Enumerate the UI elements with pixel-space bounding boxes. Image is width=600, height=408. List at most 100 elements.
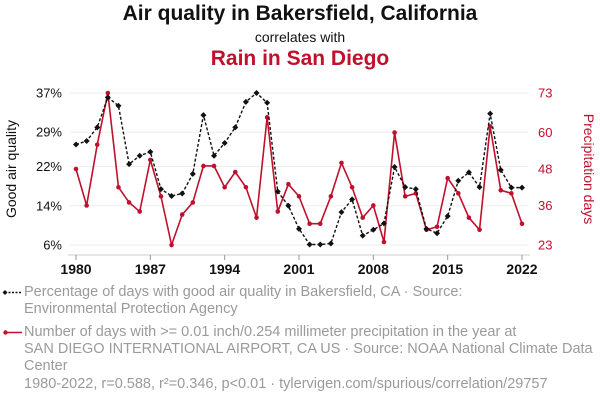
data-point-air-quality [327, 240, 334, 247]
y-tick-label-left: 14% [36, 198, 62, 213]
y-axis-label-left: Good air quality [3, 120, 19, 218]
data-point-air-quality [94, 124, 101, 131]
legend-series-1: Percentage of days with good air quality… [2, 284, 463, 318]
data-point-air-quality [136, 152, 143, 159]
data-point-precipitation [84, 203, 89, 208]
data-point-air-quality [444, 213, 451, 220]
y-tick-label-right: 60 [538, 125, 552, 140]
x-tick-label: 2022 [506, 261, 537, 277]
data-point-precipitation [232, 169, 238, 175]
data-point-precipitation [381, 239, 387, 245]
data-point-air-quality [423, 225, 430, 232]
data-point-air-quality [264, 99, 271, 106]
data-point-air-quality [211, 152, 218, 159]
data-point-precipitation [307, 221, 312, 227]
data-point-air-quality [83, 138, 90, 145]
data-point-precipitation [94, 142, 100, 147]
data-point-air-quality [147, 148, 154, 155]
data-point-air-quality [338, 209, 345, 216]
legend-line: Environmental Protection Agency [24, 301, 238, 317]
x-tick-label: 1980 [60, 261, 91, 277]
legend-line: Percentage of days with good air quality… [24, 284, 463, 300]
data-point-air-quality [232, 124, 239, 131]
data-point-precipitation [275, 209, 281, 214]
data-point-air-quality [306, 241, 313, 248]
series-line-air-quality [75, 92, 522, 246]
data-point-air-quality [434, 230, 441, 237]
solid-line-dot-icon [3, 330, 22, 335]
data-point-air-quality [221, 140, 228, 147]
data-point-precipitation [116, 184, 121, 190]
data-point-air-quality [402, 184, 409, 191]
y-tick-label-left: 22% [36, 159, 62, 174]
chart-title-2: Rain in San Diego [210, 47, 390, 70]
data-point-precipitation [190, 200, 196, 205]
x-tick-label: 2015 [432, 261, 463, 277]
data-point-precipitation [148, 157, 153, 163]
data-point-air-quality [317, 241, 324, 248]
series-line-precipitation [75, 92, 523, 248]
y-tick-label-right: 48 [538, 162, 552, 177]
x-tick-label: 2001 [283, 261, 314, 277]
data-point-precipitation [126, 200, 132, 205]
data-point-precipitation [296, 194, 302, 199]
data-point-precipitation [328, 194, 334, 199]
legend-series-2: Number of days with >= 0.01 inch/0.254 m… [3, 324, 593, 375]
data-point-air-quality [359, 232, 366, 239]
data-point-air-quality [285, 202, 292, 209]
data-point-precipitation [105, 90, 111, 96]
dashed-line-diamond-icon [2, 290, 22, 295]
data-point-air-quality [380, 220, 387, 227]
data-point-precipitation [137, 209, 143, 214]
data-point-precipitation [519, 221, 525, 227]
data-point-precipitation [222, 184, 227, 190]
data-point-precipitation [169, 242, 174, 248]
data-point-air-quality [519, 184, 525, 191]
y-tick-label-right: 73 [538, 86, 552, 101]
data-point-air-quality [200, 112, 207, 119]
data-point-air-quality [391, 164, 398, 171]
x-tick-label: 2008 [358, 261, 389, 277]
data-point-air-quality [412, 186, 419, 193]
data-point-air-quality [296, 225, 302, 232]
footer-stats: 1980-2022, r=0.588, r²=0.346, p<0.01 · t… [24, 376, 548, 392]
data-point-precipitation [243, 184, 249, 190]
data-point-precipitation [158, 194, 164, 199]
data-point-precipitation [339, 160, 344, 166]
data-point-precipitation [371, 203, 376, 208]
data-point-precipitation [477, 227, 482, 233]
data-point-precipitation [201, 163, 206, 169]
data-point-precipitation [73, 166, 79, 172]
data-point-precipitation [317, 221, 323, 227]
x-tick-label: 1987 [135, 261, 166, 277]
legend-line: SAN DIEGO INTERNATIONAL AIRPORT, CA US ·… [24, 341, 593, 357]
data-point-air-quality [73, 141, 79, 148]
data-point-air-quality [508, 184, 515, 191]
data-point-precipitation [360, 215, 366, 220]
data-point-precipitation [445, 175, 450, 181]
data-point-air-quality [274, 188, 281, 195]
y-axis-label-right: Precipitation days [581, 114, 597, 225]
data-point-precipitation [211, 163, 217, 169]
data-point-air-quality [115, 102, 122, 109]
data-point-precipitation [434, 224, 440, 230]
data-point-precipitation [509, 191, 514, 196]
chart-title: Air quality in Bakersfield, California [122, 2, 478, 25]
data-point-air-quality [253, 90, 260, 96]
y-tick-label-left: 6% [43, 238, 62, 253]
data-point-air-quality [455, 177, 462, 184]
data-point-precipitation [286, 181, 291, 187]
data-point-air-quality [487, 110, 494, 117]
data-point-air-quality [104, 94, 111, 101]
data-point-air-quality [189, 170, 196, 177]
data-point-precipitation [349, 184, 355, 190]
legend-line: Number of days with >= 0.01 inch/0.254 m… [24, 324, 517, 340]
y-tick-label-left: 29% [36, 125, 62, 140]
y-tick-label-right: 36 [538, 198, 552, 213]
y-tick-label-right: 23 [538, 238, 552, 253]
data-point-precipitation [498, 187, 504, 193]
data-point-air-quality [242, 98, 249, 105]
legend-line: Center [24, 358, 68, 374]
data-point-precipitation [392, 130, 397, 135]
